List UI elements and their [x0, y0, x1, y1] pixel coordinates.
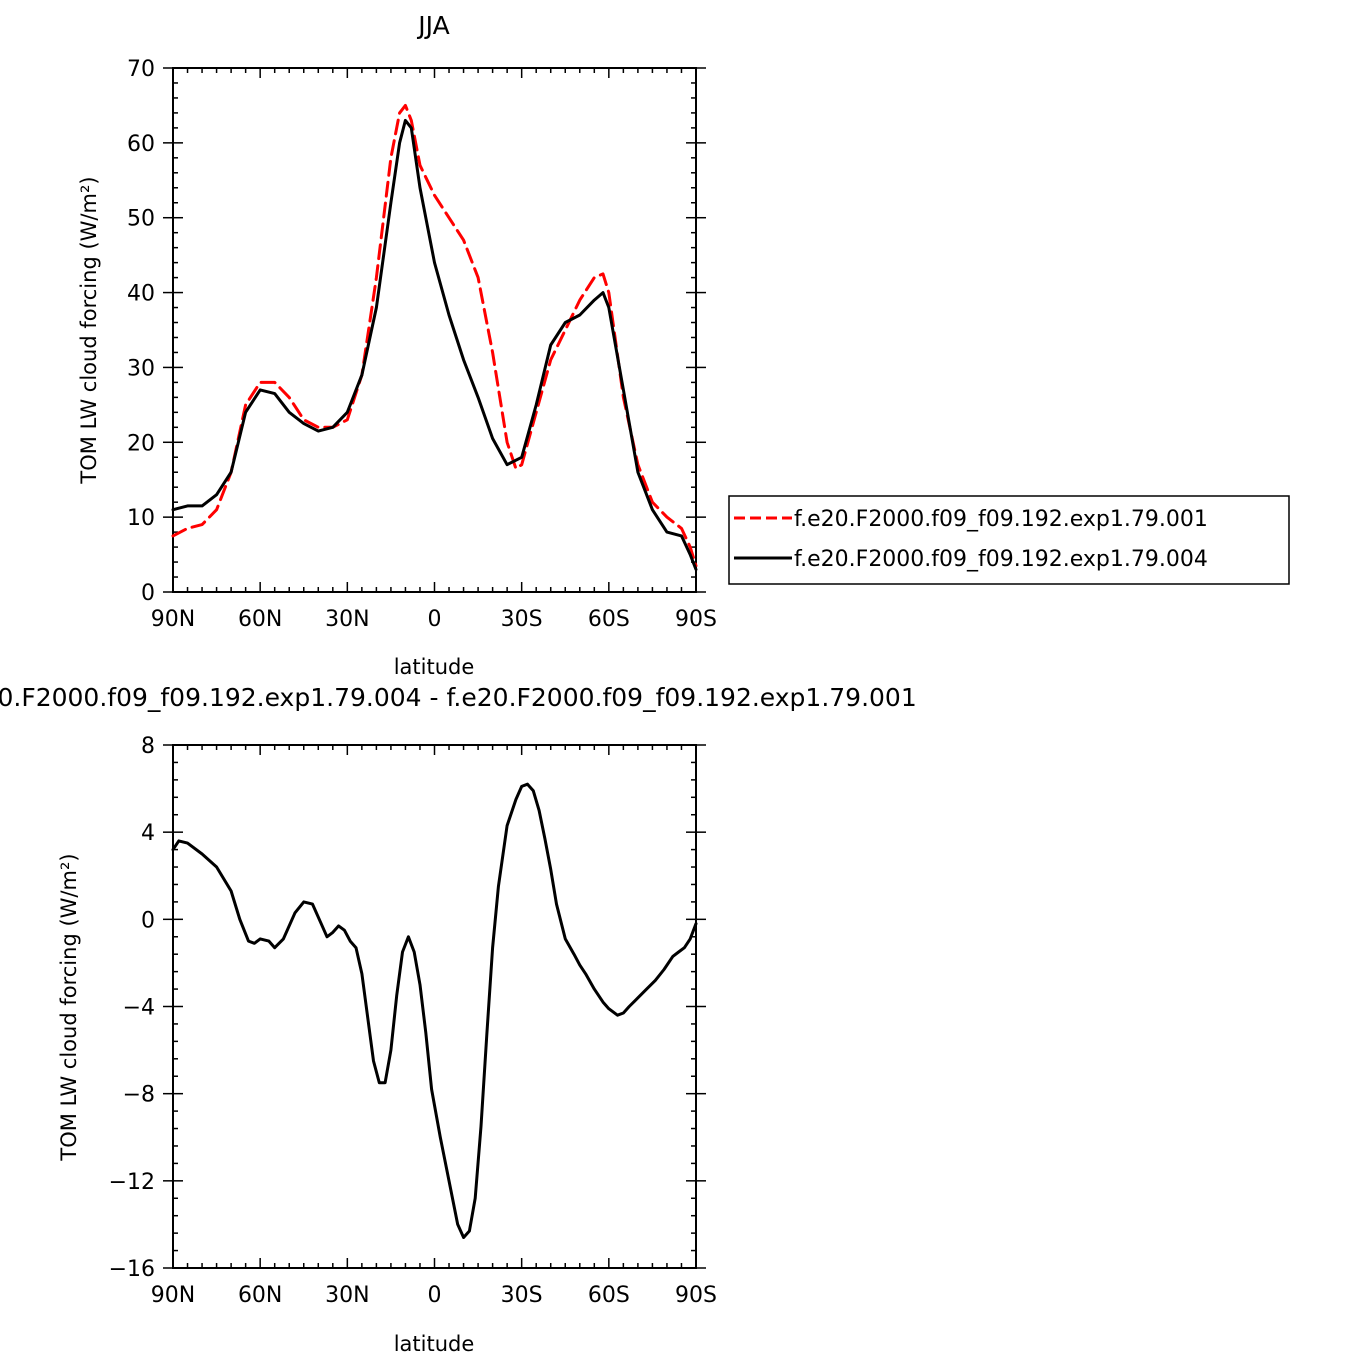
top-plot-frame — [172, 67, 697, 593]
bottom-y-tick-label: −8 — [123, 1083, 155, 1108]
top-y-tick-label: 10 — [127, 506, 155, 531]
bottom-x-tick-label: 60S — [588, 1283, 630, 1308]
bottom-x-tick-label: 90S — [675, 1283, 717, 1308]
bottom-y-tick-label: −12 — [109, 1170, 155, 1195]
bottom-x-tick-label: 0 — [428, 1283, 442, 1308]
bottom-x-tick-label: 30N — [325, 1283, 369, 1308]
bottom-plot-frame — [172, 744, 697, 1269]
top-x-tick-label: 90N — [151, 607, 195, 632]
bottom-x-tick-label: 90N — [151, 1283, 195, 1308]
bottom-y-tick-label: 8 — [141, 734, 155, 759]
top-y-axis-label: TOM LW cloud forcing (W/m²) — [77, 176, 101, 484]
top-y-tick-label: 30 — [127, 356, 155, 381]
legend: f.e20.F2000.f09_f09.192.exp1.79.001 f.e2… — [728, 495, 1290, 585]
top-plot-area: 90N 60N 30N 0 30S 60S 90S 0 10 20 30 40 50 60 70 — [127, 57, 717, 632]
top-x-tick-label: 30S — [501, 607, 543, 632]
top-y-tick-label: 70 — [127, 57, 155, 82]
top-x-tick-label: 30N — [325, 607, 369, 632]
top-y-tick-label: 20 — [127, 431, 155, 456]
bottom-x-tick-label: 30S — [501, 1283, 543, 1308]
bottom-chart-title: f.e20.F2000.f09_f09.192.exp1.79.004 - f.… — [0, 683, 917, 712]
bottom-series-line-0 — [171, 782, 698, 1239]
legend-entry-series-004: f.e20.F2000.f09_f09.192.exp1.79.004 — [794, 547, 1208, 572]
bottom-y-tick-label: 0 — [141, 908, 155, 933]
top-x-tick-label: 90S — [675, 607, 717, 632]
bottom-y-tick-label: −4 — [123, 996, 155, 1021]
top-x-tick-label: 60N — [238, 607, 282, 632]
top-y-tick-label: 0 — [141, 581, 155, 606]
top-x-tick-label: 60S — [588, 607, 630, 632]
top-y-tick-label: 40 — [127, 282, 155, 307]
bottom-y-tick-label: 4 — [141, 821, 155, 846]
legend-box — [728, 495, 1290, 585]
top-y-tick-label: 60 — [127, 132, 155, 157]
top-series-line-0 — [171, 103, 698, 568]
top-chart-title: JJA — [416, 11, 449, 40]
top-x-axis-label: latitude — [394, 655, 475, 679]
top-y-tick-label: 50 — [127, 207, 155, 232]
bottom-x-tick-label: 60N — [238, 1283, 282, 1308]
bottom-y-axis-label: TOM LW cloud forcing (W/m²) — [57, 853, 81, 1161]
bottom-x-axis-label: latitude — [394, 1332, 475, 1356]
bottom-plot-area: 90N 60N 30N 0 30S 60S 90S −16 −12 −8 −4 0 4 8 — [109, 734, 717, 1308]
legend-entry-series-001: f.e20.F2000.f09_f09.192.exp1.79.001 — [794, 507, 1208, 532]
top-x-tick-label: 0 — [428, 607, 442, 632]
bottom-y-tick-label: −16 — [109, 1257, 155, 1282]
top-series-line-1 — [171, 118, 698, 571]
